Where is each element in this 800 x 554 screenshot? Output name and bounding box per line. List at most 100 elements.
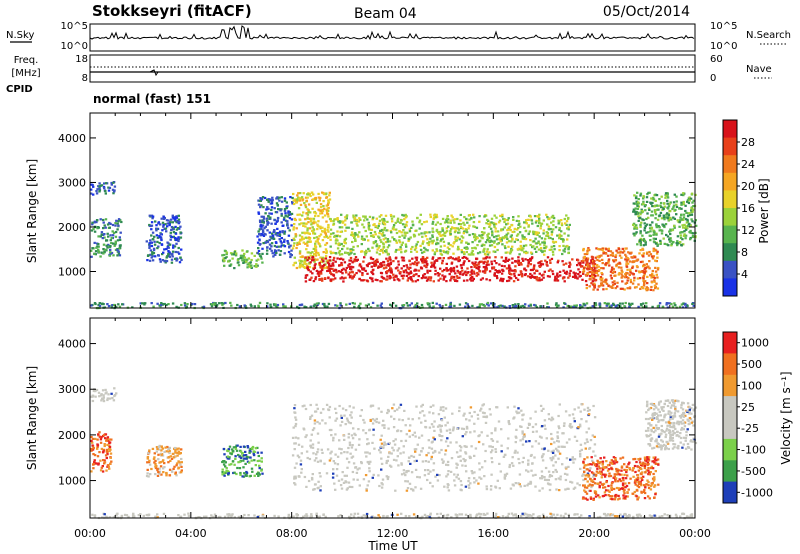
range-time-cell (299, 239, 302, 242)
range-time-cell (600, 279, 603, 282)
range-time-cell (439, 250, 442, 253)
range-time-cell (441, 435, 444, 438)
range-time-cell (553, 248, 556, 251)
range-time-cell (632, 222, 636, 225)
range-time-cell (545, 263, 548, 266)
range-time-cell (394, 250, 397, 253)
range-time-cell (287, 212, 290, 215)
range-time-cell (324, 515, 327, 518)
range-time-cell (258, 467, 261, 470)
range-time-cell (476, 237, 479, 240)
range-time-cell (322, 265, 325, 268)
range-time-cell (391, 446, 394, 449)
range-time-cell (437, 413, 441, 416)
range-time-cell (564, 488, 567, 491)
range-time-cell (561, 260, 564, 263)
range-time-cell (106, 232, 109, 235)
range-time-cell (250, 447, 254, 450)
range-time-cell (309, 416, 312, 419)
range-time-cell (493, 214, 496, 217)
range-time-cell (227, 515, 230, 518)
range-time-cell (250, 459, 253, 462)
range-time-cell (332, 269, 335, 272)
range-time-cell (478, 476, 481, 479)
range-time-cell (441, 262, 444, 265)
range-time-cell (577, 262, 580, 265)
range-time-cell (500, 237, 503, 240)
range-time-cell (236, 444, 239, 447)
range-time-cell (615, 265, 618, 268)
range-time-cell (368, 215, 372, 218)
range-time-cell (102, 394, 105, 397)
range-time-cell (157, 254, 160, 257)
range-time-cell (529, 259, 532, 262)
range-time-cell (429, 213, 432, 216)
range-time-cell (436, 512, 439, 516)
range-time-cell (345, 271, 348, 274)
range-time-cell (170, 236, 174, 239)
range-time-cell (556, 275, 560, 278)
range-time-cell (112, 254, 115, 257)
range-time-cell (175, 474, 178, 477)
range-time-cell (593, 259, 596, 262)
range-time-cell (104, 226, 107, 229)
range-time-cell (264, 225, 267, 228)
range-time-cell (169, 218, 173, 221)
range-time-cell (589, 275, 592, 278)
range-time-cell (474, 261, 477, 264)
range-time-cell (525, 469, 528, 472)
range-time-cell (148, 244, 151, 248)
range-time-cell (415, 229, 418, 232)
range-time-cell (293, 477, 296, 480)
range-time-cell (480, 477, 483, 480)
range-time-cell (318, 277, 321, 281)
range-time-cell (220, 302, 223, 305)
range-time-cell (316, 238, 319, 242)
range-time-cell (613, 282, 616, 285)
range-time-cell (352, 515, 356, 518)
range-time-cell (404, 243, 408, 246)
range-time-cell (650, 255, 654, 258)
range-time-cell (168, 243, 172, 246)
range-time-cell (652, 233, 655, 236)
range-time-cell (116, 512, 119, 515)
range-time-cell (318, 199, 321, 202)
range-time-cell (605, 282, 609, 285)
range-time-cell (179, 225, 182, 228)
range-time-cell (610, 514, 613, 517)
range-time-cell (691, 220, 694, 223)
range-time-cell (510, 277, 513, 280)
range-time-cell (446, 473, 450, 476)
range-time-cell (680, 193, 683, 196)
range-time-cell (106, 303, 109, 306)
range-time-cell (256, 516, 259, 519)
range-time-cell (233, 463, 236, 466)
range-time-cell (491, 234, 494, 237)
range-time-cell (321, 302, 325, 306)
range-time-cell (453, 473, 456, 476)
range-time-cell (223, 471, 226, 474)
range-time-cell (478, 234, 481, 237)
range-time-cell (477, 306, 480, 309)
range-time-cell (438, 303, 441, 307)
range-time-cell (294, 199, 297, 202)
range-time-cell (468, 411, 471, 415)
range-time-cell (550, 233, 553, 236)
range-time-cell (465, 231, 469, 234)
range-time-cell (548, 475, 551, 478)
range-time-cell (257, 306, 260, 309)
range-time-cell (553, 279, 557, 282)
range-time-cell (90, 449, 93, 452)
range-time-cell (504, 258, 508, 261)
range-time-cell (217, 302, 221, 305)
range-time-cell (684, 226, 687, 230)
range-time-cell (112, 181, 115, 184)
range-time-cell (414, 486, 417, 489)
range-time-cell (230, 463, 233, 466)
range-time-cell (385, 461, 388, 465)
range-time-cell (490, 263, 494, 266)
range-time-cell (384, 214, 388, 217)
range-time-cell (621, 270, 624, 273)
range-time-cell (649, 224, 652, 227)
range-time-cell (307, 251, 310, 254)
